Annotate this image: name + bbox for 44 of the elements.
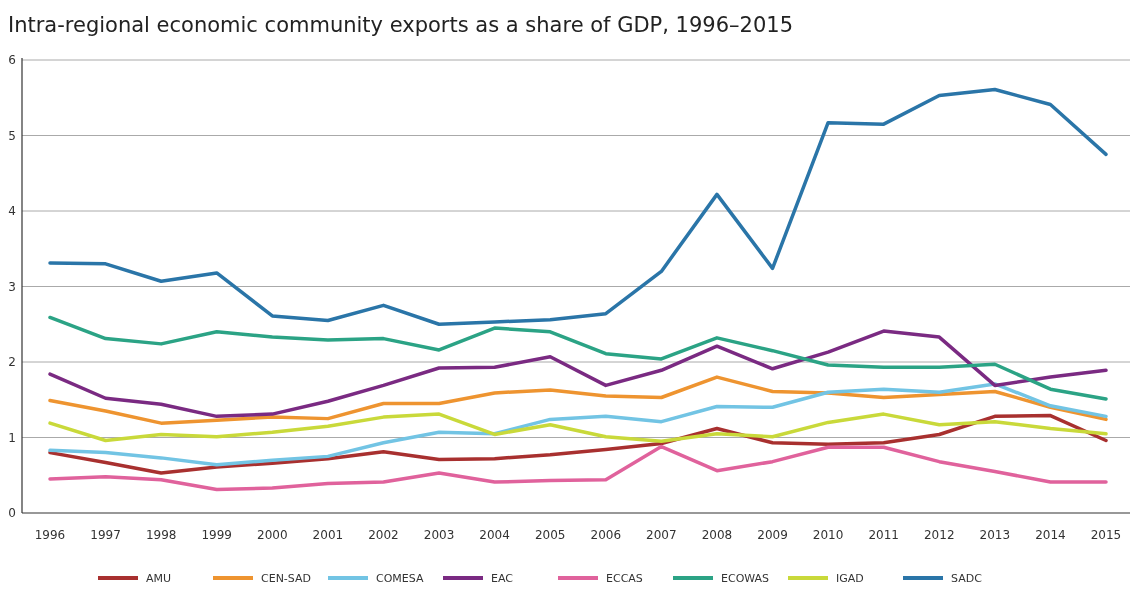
x-tick-label: 2010 xyxy=(812,528,844,542)
line-series xyxy=(48,413,1108,475)
line-series xyxy=(48,87,1108,326)
y-tick-label: 0 xyxy=(8,506,16,521)
y-tick-label: 1 xyxy=(8,430,16,445)
x-tick-label: 1996 xyxy=(34,528,66,542)
chart-title: Intra-regional economic community exports as a share of GDP, 1996–2015 xyxy=(8,13,794,37)
y-tick-label: 3 xyxy=(8,279,16,294)
x-tick-label: 2007 xyxy=(646,528,677,542)
line-series xyxy=(48,412,1108,444)
x-tick-label: 2012 xyxy=(923,528,955,542)
x-tick-label: 2015 xyxy=(1090,528,1122,542)
x-tick-label: 2011 xyxy=(868,528,899,542)
legend-label: ECOWAS xyxy=(721,571,770,585)
legend-label: ECCAS xyxy=(606,571,643,585)
x-tick-label: 2008 xyxy=(701,528,733,542)
legend-label: COMESA xyxy=(376,571,424,585)
x-tick-label: 2014 xyxy=(1035,528,1066,542)
x-tick-label: 2006 xyxy=(590,528,622,542)
x-tick-label: 2005 xyxy=(534,528,566,542)
line-series xyxy=(48,375,1108,425)
x-tick-label: 2000 xyxy=(257,528,288,542)
legend-label: CEN-SAD xyxy=(261,571,312,585)
line-series xyxy=(48,315,1108,401)
legend-label: SADC xyxy=(951,571,983,585)
y-tick-label: 6 xyxy=(8,53,16,68)
y-tick-label: 5 xyxy=(8,128,16,143)
x-tick-label: 2004 xyxy=(479,528,510,542)
legend-label: IGAD xyxy=(836,571,864,585)
x-tick-label: 1997 xyxy=(90,528,121,542)
x-tick-label: 1999 xyxy=(201,528,233,542)
x-tick-label: 2001 xyxy=(312,528,344,542)
legend-label: AMU xyxy=(146,571,172,585)
x-tick-label: 2003 xyxy=(423,528,455,542)
legend-label: EAC xyxy=(491,571,514,585)
line-series xyxy=(48,329,1108,419)
line-series xyxy=(48,444,1108,492)
x-tick-label: 2013 xyxy=(979,528,1011,542)
x-tick-label: 2002 xyxy=(368,528,399,542)
line-series xyxy=(48,382,1108,467)
x-tick-label: 1998 xyxy=(145,528,177,542)
y-tick-label: 4 xyxy=(8,204,16,219)
y-tick-label: 2 xyxy=(8,355,16,370)
x-tick-label: 2009 xyxy=(757,528,788,542)
